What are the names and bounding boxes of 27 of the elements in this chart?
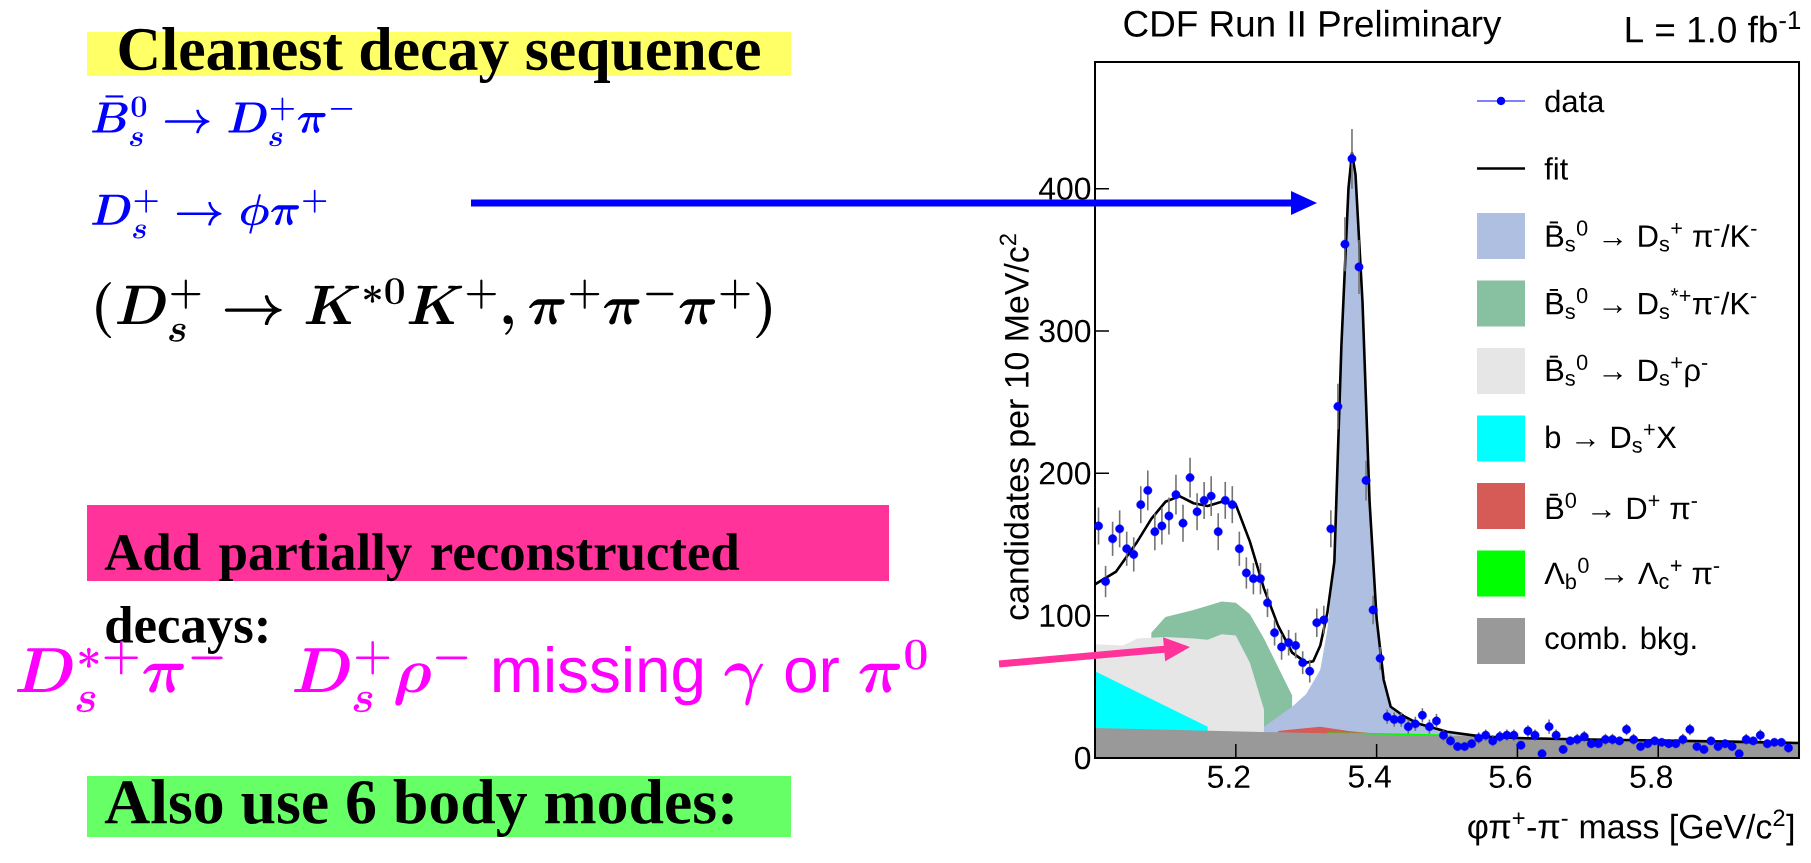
- text: Cleanest decay sequence: [119, 26, 760, 84]
- y-tick-label: 400: [1039, 177, 1091, 200]
- legend-label: Λ$_{b}$$^{0}$ → Λ$_{c}$$^{+}$ π$^{-}$: [1544, 557, 1720, 590]
- x-axis-title: φπ$^{+}$-π$^{-}$ mass [GeV/c$^{2}$]: [1468, 809, 1794, 846]
- legend-label: comb. bkg.: [1545, 626, 1696, 656]
- x-tick-label: 5.2: [1207, 765, 1250, 789]
- y-axis-title: candidates per 10 MeV/c$^{2}$: [999, 234, 1036, 620]
- legend-label: data: [1545, 89, 1605, 113]
- chart-title: CDF Run II Preliminary: [1124, 9, 1502, 45]
- x-tick-label: 5.8: [1630, 765, 1672, 789]
- text: $\bar{B}_s^0 \rightarrow D_s^+\pi^-$: [92, 95, 353, 147]
- text: $(D_s^+ \rightarrow K^{*0}K^+, \pi^+\pi^-\pi^+)$: [96, 278, 771, 342]
- text: $D_s^+ \rightarrow \phi\pi^+$: [92, 189, 327, 239]
- y-tick-label: 0: [1075, 746, 1091, 770]
- x-tick-label: 5.4: [1348, 765, 1391, 788]
- text: Also use 6 body modes:: [104, 778, 733, 837]
- legend-label: B̄$^{0}$ → D$^{+}$ π$^{-}$: [1546, 492, 1697, 520]
- text: B̄$_{s}$$^{0}$ → D$_{s}$$^{+}$ π$^{-}$/K$^{-}$: [1546, 220, 1757, 252]
- x-tick-label: 5.6: [1489, 765, 1532, 789]
- y-tick-label: 100: [1040, 604, 1091, 627]
- y-tick-label: 200: [1039, 462, 1091, 485]
- legend-label: fit: [1544, 157, 1569, 180]
- text: L = 1.0 fb$^{-1}$: [1626, 11, 1801, 43]
- legend-label: B̄$_{s}$$^{0}$ → D$_{s}$$^{+}$ρ$^{-}$: [1546, 354, 1708, 388]
- y-tick-label: 300: [1039, 319, 1091, 343]
- text: B̄$_{s}$$^{0}$ → D$_{s}$$^{*+}$π$^{-}$/K$^{-}$: [1546, 287, 1757, 320]
- legend-label: b → D$_{s}$$^{+}$X: [1546, 424, 1677, 453]
